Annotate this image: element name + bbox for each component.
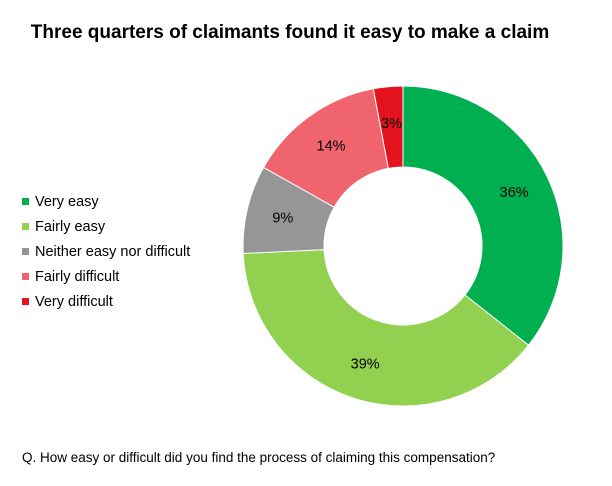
legend-swatch — [22, 198, 29, 205]
legend-label: Fairly difficult — [35, 268, 120, 285]
data-label-fairly-difficult: 14% — [317, 139, 346, 155]
donut-slice-fairly-easy — [242, 249, 530, 407]
donut-slice-very-difficult — [372, 85, 404, 169]
legend-label: Fairly easy — [35, 218, 106, 235]
legend-swatch — [22, 223, 29, 230]
legend-item-very-easy: Very easy — [22, 189, 190, 214]
chart-title: Three quarters of claimants found it eas… — [30, 22, 550, 43]
legend-swatch — [22, 273, 29, 280]
legend-item-fairly-easy: Fairly easy — [22, 214, 190, 239]
legend-item-fairly-difficult: Fairly difficult — [22, 264, 190, 289]
legend-label: Neither easy nor difficult — [35, 243, 191, 260]
legend-item-neither-easy-nor-difficult: Neither easy nor difficult — [22, 239, 190, 264]
data-label-fairly-easy: 39% — [351, 357, 380, 373]
legend-swatch — [22, 248, 29, 255]
legend-label: Very difficult — [35, 293, 113, 310]
chart-legend: Very easy Fairly easy Neither easy nor dif… — [22, 189, 190, 314]
data-label-very-difficult: 3% — [381, 116, 402, 132]
legend-swatch — [22, 298, 29, 305]
donut-slice-very-easy — [402, 85, 564, 346]
donut-chart: 36% 39% 9% 14% 3% — [242, 85, 564, 407]
survey-question-footnote: Q. How easy or difficult did you find th… — [22, 450, 496, 465]
legend-label: Very easy — [35, 193, 99, 210]
legend-item-very-difficult: Very difficult — [22, 289, 190, 314]
data-label-very-easy: 36% — [500, 185, 529, 201]
data-label-neither-easy-nor-difficult: 9% — [272, 210, 293, 226]
